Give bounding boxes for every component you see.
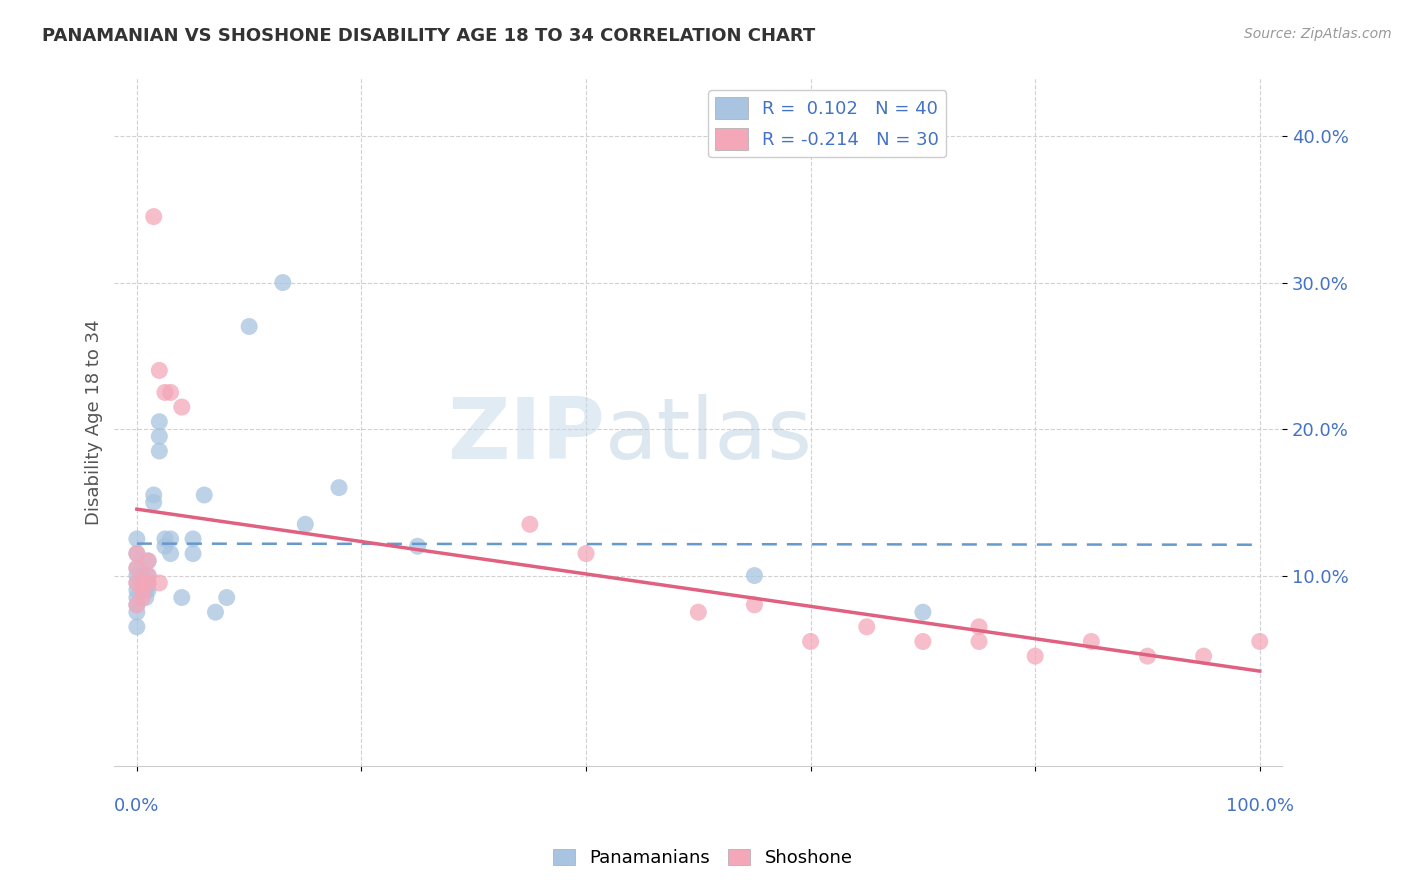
Point [238, 319, 260, 334]
Text: 100.0%: 100.0% [1226, 797, 1294, 814]
Point [125, 575, 148, 590]
Legend: R =  0.102   N = 40, R = -0.214   N = 30: R = 0.102 N = 40, R = -0.214 N = 30 [709, 90, 946, 158]
Point [125, 561, 148, 575]
Point [911, 634, 934, 648]
Point [142, 488, 165, 502]
Point [131, 591, 153, 605]
Point [148, 575, 170, 590]
Point [131, 583, 153, 598]
Point [153, 539, 176, 553]
Point [800, 634, 823, 648]
Point [148, 363, 170, 377]
Point [125, 568, 148, 582]
Point [135, 583, 157, 598]
Point [136, 568, 159, 582]
Point [125, 547, 148, 561]
Point [136, 554, 159, 568]
Point [125, 591, 148, 605]
Point [148, 444, 170, 458]
Point [136, 583, 159, 598]
Point [215, 591, 238, 605]
Point [125, 532, 148, 546]
Point [159, 532, 181, 546]
Text: atlas: atlas [605, 394, 813, 477]
Point [136, 554, 159, 568]
Point [1136, 649, 1159, 664]
Point [131, 583, 153, 598]
Point [744, 568, 766, 582]
Point [744, 598, 766, 612]
Point [125, 598, 148, 612]
Point [159, 385, 181, 400]
Text: 0.0%: 0.0% [114, 797, 159, 814]
Point [136, 568, 159, 582]
Point [519, 517, 541, 532]
Point [125, 620, 148, 634]
Point [136, 575, 159, 590]
Point [204, 605, 226, 619]
Point [1080, 634, 1102, 648]
Point [125, 583, 148, 598]
Y-axis label: Disability Age 18 to 34: Disability Age 18 to 34 [86, 319, 103, 524]
Point [170, 400, 193, 414]
Point [148, 415, 170, 429]
Point [575, 547, 598, 561]
Point [148, 429, 170, 443]
Point [159, 547, 181, 561]
Point [1024, 649, 1046, 664]
Point [125, 575, 148, 590]
Point [294, 517, 316, 532]
Point [131, 568, 153, 582]
Point [170, 591, 193, 605]
Point [125, 598, 148, 612]
Text: ZIP: ZIP [447, 394, 605, 477]
Point [967, 620, 990, 634]
Point [1249, 634, 1271, 648]
Point [406, 539, 429, 553]
Point [125, 605, 148, 619]
Text: PANAMANIAN VS SHOSHONE DISABILITY AGE 18 TO 34 CORRELATION CHART: PANAMANIAN VS SHOSHONE DISABILITY AGE 18… [42, 27, 815, 45]
Point [153, 532, 176, 546]
Point [193, 488, 215, 502]
Point [271, 276, 294, 290]
Point [181, 547, 204, 561]
Point [911, 605, 934, 619]
Point [142, 495, 165, 509]
Point [153, 385, 176, 400]
Point [181, 532, 204, 546]
Point [142, 210, 165, 224]
Point [328, 481, 350, 495]
Point [131, 575, 153, 590]
Point [136, 575, 159, 590]
Point [855, 620, 877, 634]
Point [688, 605, 710, 619]
Point [967, 634, 990, 648]
Point [135, 591, 157, 605]
Point [1192, 649, 1215, 664]
Point [125, 561, 148, 575]
Text: Source: ZipAtlas.com: Source: ZipAtlas.com [1244, 27, 1392, 41]
Legend: Panamanians, Shoshone: Panamanians, Shoshone [547, 841, 859, 874]
Point [125, 547, 148, 561]
